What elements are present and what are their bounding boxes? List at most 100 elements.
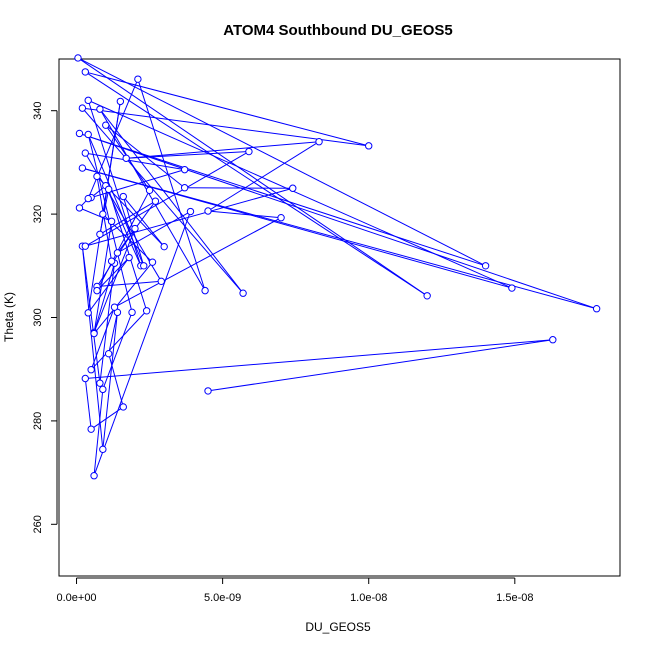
data-point [481,262,490,270]
series-segment [93,228,136,333]
data-point [145,186,154,195]
series-segment [108,353,124,408]
data-point [107,257,116,265]
series-segment [85,151,250,247]
x-axis-label: DU_GEOS5 [305,620,371,634]
data-point [201,286,209,295]
x-tick-label: 0.0e+00 [56,592,96,604]
series-segment [87,134,145,266]
chart-title: ATOM4 Southbound DU_GEOS5 [223,22,452,39]
series-segment [79,132,486,267]
series-segment [85,339,553,380]
series-segment [85,187,293,247]
series-segment [79,207,112,222]
x-tick-label: 1.5e-08 [496,592,533,604]
series-segment [108,189,148,311]
data-point [128,308,136,317]
data-point [180,184,189,192]
series-segment [96,280,162,287]
data-point [90,472,98,480]
data-point [148,258,157,266]
series-segment [122,196,165,247]
series-segment [99,200,156,235]
data-point [549,336,557,344]
series-segment [96,176,113,262]
data-point [119,192,127,201]
data-point [81,242,89,250]
series-segment [96,190,151,291]
series-segment [93,211,191,476]
series-segment [102,312,133,390]
series-segment [87,101,121,313]
series-segment [79,132,597,310]
data-point [134,75,142,83]
y-tick-label: 280 [32,412,44,430]
data-point [87,425,95,433]
series-segment [85,152,185,171]
data-point [81,68,89,76]
data-point [186,207,195,216]
series-segment [90,310,148,371]
series-segment [93,221,113,334]
data-point [116,97,125,106]
data-point [142,307,151,315]
data-point [180,165,189,174]
x-tick-label: 5.0e-09 [204,592,241,604]
data-point [204,387,212,395]
data-point [74,54,82,62]
series-segment [93,261,153,334]
data-point [81,374,89,383]
data-point [84,309,92,317]
series-segment [117,211,191,254]
series-segment [126,141,320,159]
series-segment [207,210,282,219]
series-segment [88,99,513,289]
series-segment [87,257,130,314]
data-point [107,217,116,226]
data-point [157,277,165,286]
series-segment [85,71,369,147]
series-segment [81,246,104,450]
y-tick-label: 300 [32,308,44,326]
data-point [93,286,101,295]
data-point [508,284,516,292]
series-lines [77,57,597,476]
data-point [84,96,92,105]
data-point [122,154,130,162]
y-axis: 260 280 300 320 340 [32,102,58,533]
series-segment [184,187,293,189]
series-segment [114,217,282,308]
data-point [96,105,104,113]
data-point [245,147,253,156]
series-segment [99,263,116,384]
data-point [140,262,148,270]
series-segment [108,312,118,354]
series-segment [102,312,118,450]
y-tick-label: 320 [32,205,44,223]
series-segment [84,378,92,430]
y-axis-label: Theta (K) [2,292,16,342]
y-tick-label: 260 [32,515,44,533]
series-segment [77,57,428,297]
data-point [87,366,95,374]
data-point [289,184,297,192]
data-point [78,104,87,112]
data-point [75,129,84,138]
data-point [78,164,87,172]
data-point [592,305,601,313]
series-segment [77,57,486,267]
data-point [93,172,101,181]
data-point [102,121,110,129]
series-points [74,54,601,480]
data-point [99,445,107,454]
data-point [131,224,139,233]
data-point [160,242,168,251]
x-axis: 0.0e+00 5.0e-09 1.0e-08 1.5e-08 [56,577,533,604]
data-point [99,210,107,218]
y-tick-label: 340 [32,102,44,120]
data-point [96,379,104,387]
data-point [423,292,431,300]
data-point [75,204,84,212]
data-point [125,253,133,262]
data-point [84,130,92,139]
